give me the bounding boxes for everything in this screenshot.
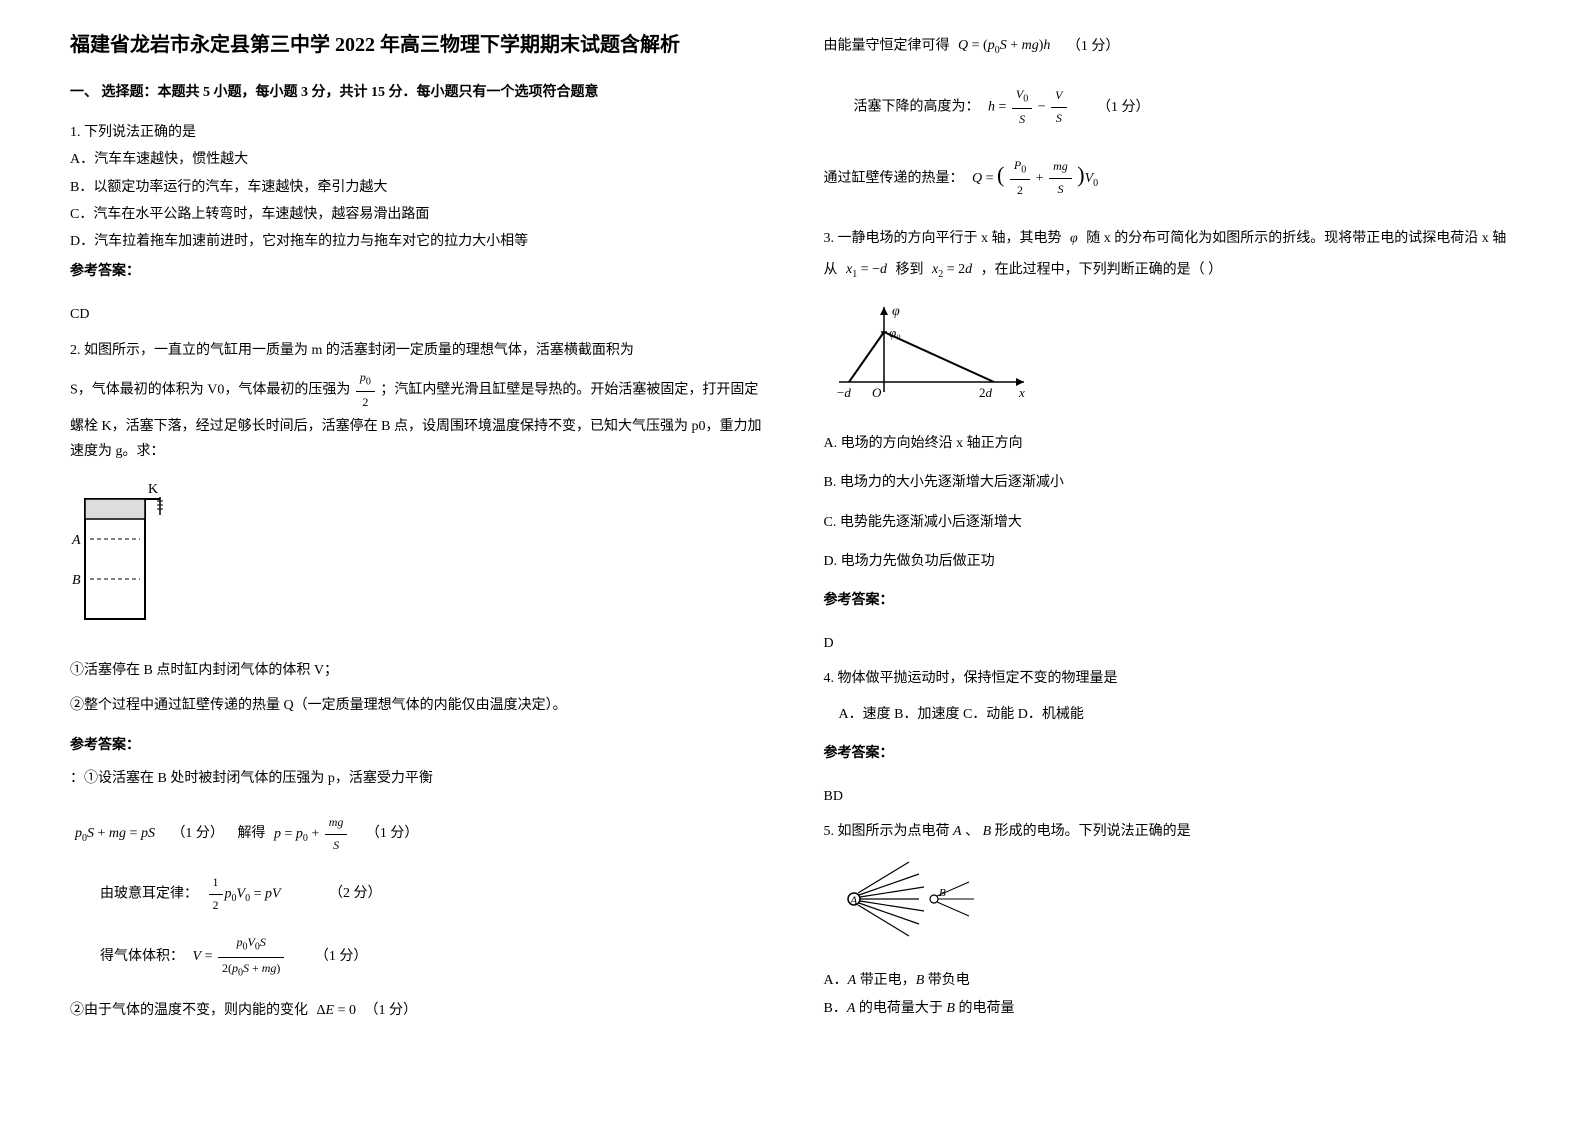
heat-label: 通过缸壁传递的热量： <box>824 171 964 186</box>
svg-text:2d: 2d <box>979 385 993 400</box>
question-1: 1. 下列说法正确的是 A．汽车车速越快，惯性越大 B．以额定功率运行的汽车，车… <box>70 120 764 327</box>
right-column: 由能量守恒定律可得 Q = (p0S + mg)h （1 分） 活塞下降的高度为… <box>794 30 1548 1092</box>
q5-option-a: A．A 带正电，B 带负电 <box>824 968 1518 993</box>
height-formula: h = V0S − VS <box>988 84 1069 131</box>
q1-stem: 1. 下列说法正确的是 <box>70 120 764 145</box>
heat-formula: Q = ( P02 + mgS )V0 <box>972 155 1098 202</box>
dE-score: （1 分） <box>364 1003 417 1018</box>
q3-stem-4: ，在此过程中，下列判断正确的是（ ） <box>981 263 1223 278</box>
svg-text:−d: −d <box>837 385 851 400</box>
height-label: 活塞下降的高度为： <box>854 100 980 115</box>
q2-ans2: ②由于气体的温度不变，则内能的变化 ΔE = 0 （1 分） <box>70 995 764 1026</box>
eq2-formula: 12p0V0 = pV <box>207 872 281 916</box>
q2-answer-label: 参考答案： <box>70 733 764 758</box>
q5-A: A <box>953 824 962 839</box>
q4-options: A．速度 B．加速度 C．动能 D．机械能 <box>839 702 1518 727</box>
q4-stem: 4. 物体做平抛运动时，保持恒定不变的物理量是 <box>824 666 1518 691</box>
eq1b-formula: p = p0 + mgS <box>274 812 349 856</box>
q3-option-a: A. 电场的方向始终沿 x 轴正方向 <box>824 431 1518 456</box>
p0-over-2-fraction: p0 2 <box>356 367 375 414</box>
eq2-label: 由玻意耳定律： <box>100 886 198 901</box>
conserve-line: 由能量守恒定律可得 Q = (p0S + mg)h （1 分） <box>824 30 1518 63</box>
question-3: 3. 一静电场的方向平行于 x 轴，其电势 φ 随 x 的分布可简化为如图所示的… <box>824 223 1518 656</box>
q1-option-b: B．以额定功率运行的汽车，车速越快，牵引力越大 <box>70 175 764 200</box>
heat-line: 通过缸壁传递的热量： Q = ( P02 + mgS )V0 <box>824 152 1518 205</box>
eq3-formula: V = p0V0S 2(p0S + mg) <box>193 932 287 982</box>
q5-option-b: B．A 的电荷量大于 B 的电荷量 <box>824 996 1518 1021</box>
cylinder-diagram: K A B <box>70 479 764 638</box>
left-column: 福建省龙岩市永定县第三中学 2022 年高三物理下学期期末试题含解析 一、 选择… <box>40 30 794 1092</box>
eq3-score: （1 分） <box>315 949 368 964</box>
q2-answer-intro: ：①设活塞在 B 处时被封闭气体的压强为 p，活塞受力平衡 <box>70 766 764 791</box>
svg-text:K: K <box>148 482 158 497</box>
q2-eq3: 得气体体积： V = p0V0S 2(p0S + mg) （1 分） <box>100 929 764 985</box>
q1-option-d: D．汽车拉着拖车加速前进时，它对拖车的拉力与拖车对它的拉力大小相等 <box>70 229 764 254</box>
q3-stem-1: 3. 一静电场的方向平行于 x 轴，其电势 <box>824 231 1062 246</box>
x1-formula: x1 = −d <box>846 257 887 284</box>
height-line: 活塞下降的高度为： h = V0S − VS （1 分） <box>854 81 1518 134</box>
q2-subq1: ①活塞停在 B 点时缸内封闭气体的体积 V； <box>70 658 764 683</box>
eq1-score: （1 分） <box>171 826 224 841</box>
field-lines-diagram: A B <box>824 854 1518 953</box>
q3-stem-3: 移到 <box>896 263 924 278</box>
svg-text:A: A <box>849 893 858 907</box>
q5-B: B <box>983 824 992 839</box>
eq3-label: 得气体体积： <box>100 949 184 964</box>
svg-text:φ: φ <box>892 304 900 319</box>
eq1b-score: （1 分） <box>366 826 419 841</box>
ans2-intro: ②由于气体的温度不变，则内能的变化 <box>70 1003 308 1018</box>
q3-option-b: B. 电场力的大小先逐渐增大后逐渐减小 <box>824 470 1518 495</box>
q4-answer-label: 参考答案： <box>824 741 1518 766</box>
q5-stem-1: 5. 如图所示为点电荷 <box>824 824 950 839</box>
eq1-solve: 解得 <box>237 826 265 841</box>
phi-graph: φ φ₀ −d O 2d x <box>824 297 1518 416</box>
height-score: （1 分） <box>1097 100 1150 115</box>
q5-stem-3: 形成的电场。下列说法正确的是 <box>995 824 1191 839</box>
eq1-formula: p0S + mg = pS <box>75 821 155 848</box>
svg-text:A: A <box>71 533 81 548</box>
conserve-score: （1 分） <box>1067 39 1120 54</box>
q3-option-d: D. 电场力先做负功后做正功 <box>824 549 1518 574</box>
section-header: 一、 选择题：本题共 5 小题，每小题 3 分，共计 15 分．每小题只有一个选… <box>70 80 764 105</box>
q1-answer: CD <box>70 302 764 327</box>
conserve-label: 由能量守恒定律可得 <box>824 39 950 54</box>
svg-text:φ₀: φ₀ <box>889 325 901 340</box>
q2-stem-1: 2. 如图所示，一直立的气缸用一质量为 m 的活塞封闭一定质量的理想气体，活塞横… <box>70 343 634 358</box>
question-4: 4. 物体做平抛运动时，保持恒定不变的物理量是 A．速度 B．加速度 C．动能 … <box>824 666 1518 809</box>
x2-formula: x2 = 2d <box>932 257 972 284</box>
q3-answer-label: 参考答案： <box>824 588 1518 613</box>
q1-answer-label: 参考答案： <box>70 259 764 284</box>
q2-eq2: 由玻意耳定律： 12p0V0 = pV （2 分） <box>100 869 764 919</box>
q3-option-c: C. 电势能先逐渐减小后逐渐增大 <box>824 510 1518 535</box>
q1-option-a: A．汽车车速越快，惯性越大 <box>70 147 764 172</box>
eq2-score: （2 分） <box>329 886 382 901</box>
q2-stem-2: S，气体最初的体积为 V0，气体最初的压强为 <box>70 382 350 397</box>
svg-text:B: B <box>72 573 81 588</box>
q4-answer: BD <box>824 784 1518 809</box>
q2-subq2: ②整个过程中通过缸壁传递的热量 Q（一定质量理想气体的内能仅由温度决定）。 <box>70 693 764 718</box>
exam-title: 福建省龙岩市永定县第三中学 2022 年高三物理下学期期末试题含解析 <box>70 30 764 60</box>
q3-answer: D <box>824 631 1518 656</box>
phi-symbol: φ <box>1070 226 1078 251</box>
conserve-formula: Q = (p0S + mg)h <box>958 33 1050 60</box>
q1-option-c: C．汽车在水平公路上转弯时，车速越快，越容易滑出路面 <box>70 202 764 227</box>
q2-eq1: p0S + mg = pS （1 分） 解得 p = p0 + mgS （1 分… <box>70 809 764 859</box>
dE-formula: ΔE = 0 <box>317 998 356 1023</box>
question-5: 5. 如图所示为点电荷 A 、 B 形成的电场。下列说法正确的是 A B <box>824 819 1518 1021</box>
q5-stem-2: 、 <box>965 824 979 839</box>
question-2: 2. 如图所示，一直立的气缸用一质量为 m 的活塞封闭一定质量的理想气体，活塞横… <box>70 338 764 1027</box>
svg-text:x: x <box>1018 385 1025 400</box>
svg-text:O: O <box>872 385 882 400</box>
